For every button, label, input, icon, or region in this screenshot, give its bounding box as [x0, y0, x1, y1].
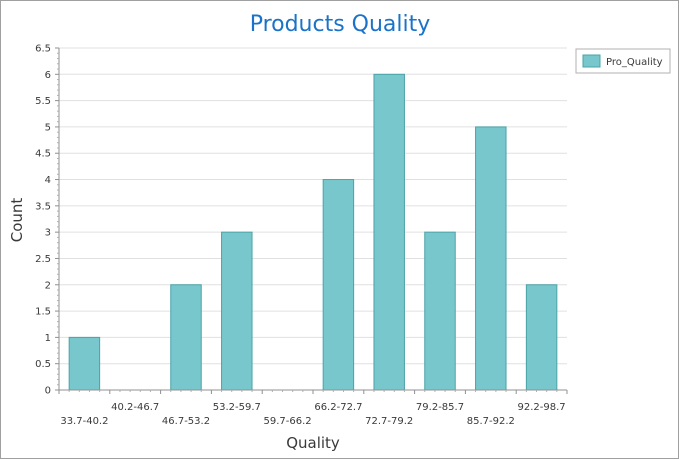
y-tick-label: 6 — [45, 70, 51, 81]
y-tick-label: 1.5 — [35, 307, 51, 318]
y-tick-label: 2 — [45, 280, 51, 291]
bars — [68, 73, 558, 391]
bar — [475, 126, 507, 391]
x-tick-label: 79.2-85.7 — [416, 402, 464, 413]
x-tick-label: 46.7-53.2 — [162, 416, 210, 427]
legend-swatch — [582, 54, 601, 68]
bar — [68, 336, 101, 391]
x-tick-label: 92.2-98.7 — [518, 402, 566, 413]
y-tick-label: 5.5 — [35, 96, 51, 107]
y-tick-label: 4.5 — [35, 149, 51, 160]
x-tick-label: 33.7-40.2 — [60, 416, 108, 427]
y-tick-label: 5 — [45, 122, 51, 133]
x-tick-label: 59.7-66.2 — [264, 416, 312, 427]
bar — [525, 284, 558, 391]
y-tick-label: 3 — [45, 228, 51, 239]
legend: Pro_Quality — [575, 48, 671, 74]
bar — [322, 179, 355, 391]
bar — [221, 231, 253, 391]
legend-label: Pro_Quality — [606, 57, 663, 68]
x-axis-title: Quality — [286, 434, 340, 452]
y-tick-label: 2.5 — [35, 254, 51, 265]
y-tick-label: 6.5 — [35, 44, 51, 55]
y-axis-ticks: 0 0.5 1 1.5 2 2.5 3 3.5 4 4.5 5 5.5 6 6.5 — [35, 44, 59, 397]
x-tick-label: 66.2-72.7 — [314, 402, 362, 413]
x-axis-ticks: 33.7-40.240.2-46.746.7-53.253.2-59.759.7… — [58, 390, 568, 427]
x-tick-label: 53.2-59.7 — [213, 402, 261, 413]
x-tick-label: 40.2-46.7 — [111, 402, 159, 413]
y-axis-title: Count — [8, 198, 26, 243]
bar — [424, 231, 456, 391]
x-tick-label: 85.7-92.2 — [467, 416, 515, 427]
bar — [373, 73, 405, 391]
y-tick-label: 0 — [45, 386, 51, 397]
y-tick-label: 4 — [45, 175, 51, 186]
chart-title: Products Quality — [250, 12, 431, 37]
y-tick-label: 0.5 — [35, 359, 51, 370]
y-tick-label: 1 — [45, 333, 51, 344]
bar — [170, 284, 202, 391]
x-tick-label: 72.7-79.2 — [365, 416, 413, 427]
y-tick-label: 3.5 — [35, 201, 51, 212]
